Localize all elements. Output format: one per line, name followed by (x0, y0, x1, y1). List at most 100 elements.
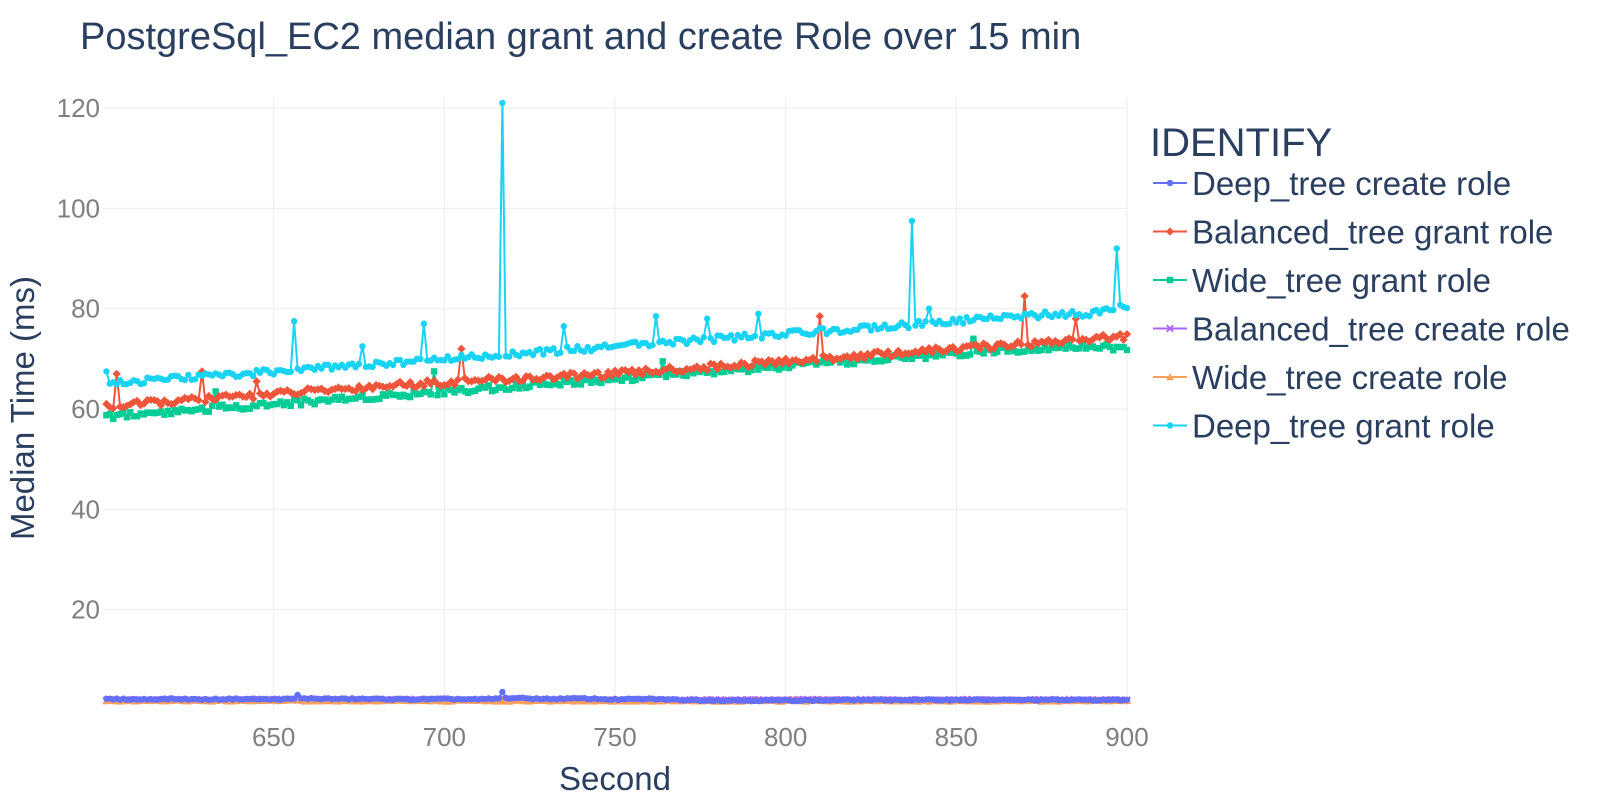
data-point (1040, 338, 1050, 347)
legend-swatch-marker (1166, 324, 1174, 333)
series-1 (102, 291, 1132, 413)
data-point (1110, 347, 1117, 354)
data-point (351, 386, 360, 396)
data-point (481, 375, 490, 384)
data-point (362, 396, 370, 404)
data-point (229, 404, 236, 412)
data-point (552, 373, 562, 382)
data-point (185, 406, 192, 414)
series-5 (103, 99, 1131, 388)
data-point (410, 388, 417, 395)
data-point (280, 401, 288, 409)
data-point (458, 384, 465, 392)
data-point (523, 384, 530, 392)
data-point (365, 381, 374, 390)
data-point (181, 376, 189, 384)
data-point (683, 372, 690, 380)
data-point (931, 343, 941, 352)
data-point (997, 344, 1004, 351)
data-point (669, 341, 677, 348)
data-point (297, 401, 305, 409)
data-point (417, 390, 424, 398)
data-point (751, 332, 759, 340)
data-point (994, 348, 1001, 356)
grid-layer (103, 98, 1128, 710)
data-point (369, 363, 376, 371)
data-point (563, 373, 572, 382)
data-point (270, 401, 277, 408)
data-point (331, 393, 339, 401)
data-point (181, 407, 189, 414)
data-point (919, 351, 926, 358)
data-point (560, 377, 567, 384)
data-point (1028, 347, 1035, 355)
data-point (1122, 329, 1132, 339)
data-point (884, 356, 892, 364)
data-point (649, 341, 656, 349)
data-point (1014, 349, 1021, 356)
data-point (144, 409, 151, 416)
data-point (355, 393, 363, 401)
data-point (638, 370, 647, 379)
data-point (905, 324, 912, 332)
data-point (499, 384, 506, 391)
legend-label: Deep_tree grant role (1192, 408, 1495, 445)
data-point (1044, 335, 1053, 345)
data-point (495, 695, 503, 702)
data-point (123, 414, 131, 421)
data-point (369, 396, 376, 403)
data-point (873, 347, 882, 356)
data-point (962, 342, 971, 351)
data-point (1076, 345, 1083, 352)
data-point (767, 356, 777, 366)
data-point (1085, 337, 1094, 346)
data-point (553, 380, 561, 388)
y-tick-label: 60 (71, 394, 100, 424)
data-point (252, 377, 261, 386)
data-point (922, 318, 929, 325)
data-point (1089, 343, 1097, 350)
data-point (272, 387, 282, 396)
data-point (1123, 696, 1131, 703)
legend-label: Deep_tree create role (1192, 165, 1511, 202)
data-point (355, 360, 363, 368)
data-point (685, 365, 695, 374)
data-point (755, 366, 762, 373)
data-point (110, 415, 117, 422)
data-point (557, 382, 564, 389)
data-point (1113, 245, 1120, 252)
data-point (184, 394, 193, 404)
data-point (1102, 334, 1111, 343)
data-point (721, 368, 728, 376)
data-point (236, 405, 243, 412)
legend-item: Deep_tree create role (1153, 165, 1511, 202)
data-point (106, 410, 114, 418)
data-point (1052, 344, 1059, 352)
y-axis-title: Median Time (ms) (4, 276, 41, 540)
data-point (881, 357, 888, 364)
data-point (450, 380, 459, 390)
data-point (308, 399, 315, 406)
data-point (581, 348, 588, 355)
data-point (890, 350, 900, 359)
data-point (103, 368, 110, 375)
data-point (956, 352, 963, 360)
x-tick-label: 750 (593, 722, 636, 752)
data-point (956, 315, 963, 322)
data-point (820, 357, 827, 365)
data-point (577, 381, 585, 388)
data-point (147, 409, 154, 416)
data-point (591, 376, 598, 384)
data-point (1035, 347, 1042, 354)
data-point (301, 395, 308, 402)
data-point (1096, 345, 1103, 352)
data-point (560, 323, 567, 330)
data-point (925, 305, 933, 312)
data-point (1027, 342, 1036, 351)
data-point (741, 330, 748, 338)
data-point (1065, 341, 1073, 349)
data-point (1078, 334, 1087, 344)
data-point (232, 402, 240, 409)
data-point (1081, 335, 1091, 344)
data-point (283, 386, 292, 395)
